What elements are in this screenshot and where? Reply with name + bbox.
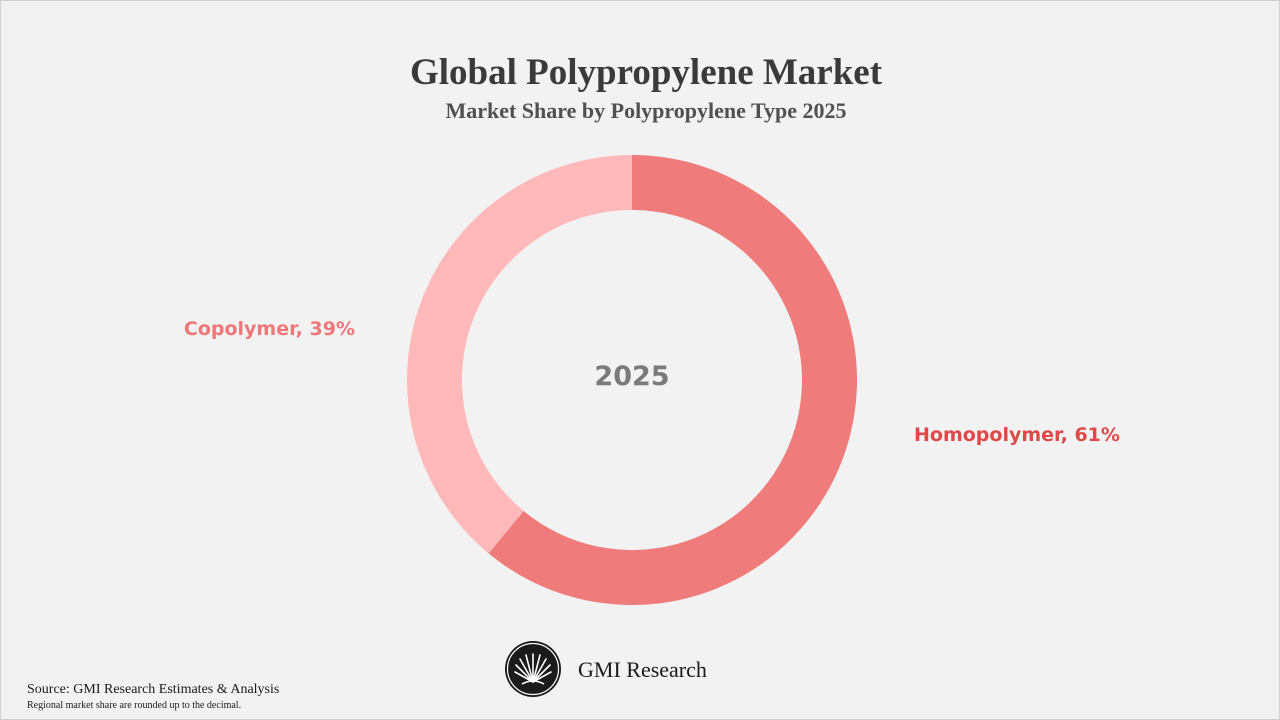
- donut-slice-copolymer: [407, 155, 632, 554]
- chart-title: Global Polypropylene Market: [409, 52, 883, 93]
- slice-label-homopolymer: Homopolymer, 61%: [914, 424, 1120, 446]
- center-year-label: 2025: [594, 361, 669, 392]
- donut-slice-homopolymer: [488, 155, 858, 605]
- brand-name: GMI Research: [578, 657, 707, 682]
- chart-subtitle: Market Share by Polypropylene Type 2025: [445, 98, 847, 123]
- fan-emblem-icon: [505, 641, 561, 697]
- source-text: Source: GMI Research Estimates & Analysi…: [27, 682, 280, 697]
- slice-label-copolymer: Copolymer, 39%: [184, 318, 355, 340]
- footnote-text: Regional market share are rounded up to …: [27, 700, 242, 711]
